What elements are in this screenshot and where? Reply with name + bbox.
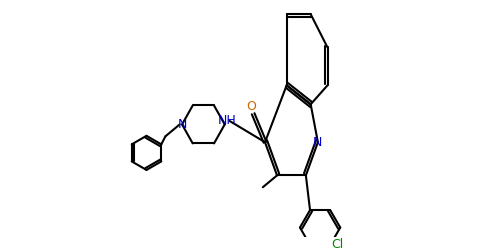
Text: N: N [313, 136, 322, 149]
Text: Cl: Cl [331, 238, 344, 250]
Text: NH: NH [218, 114, 237, 128]
Text: N: N [177, 118, 187, 131]
Text: O: O [246, 100, 256, 113]
